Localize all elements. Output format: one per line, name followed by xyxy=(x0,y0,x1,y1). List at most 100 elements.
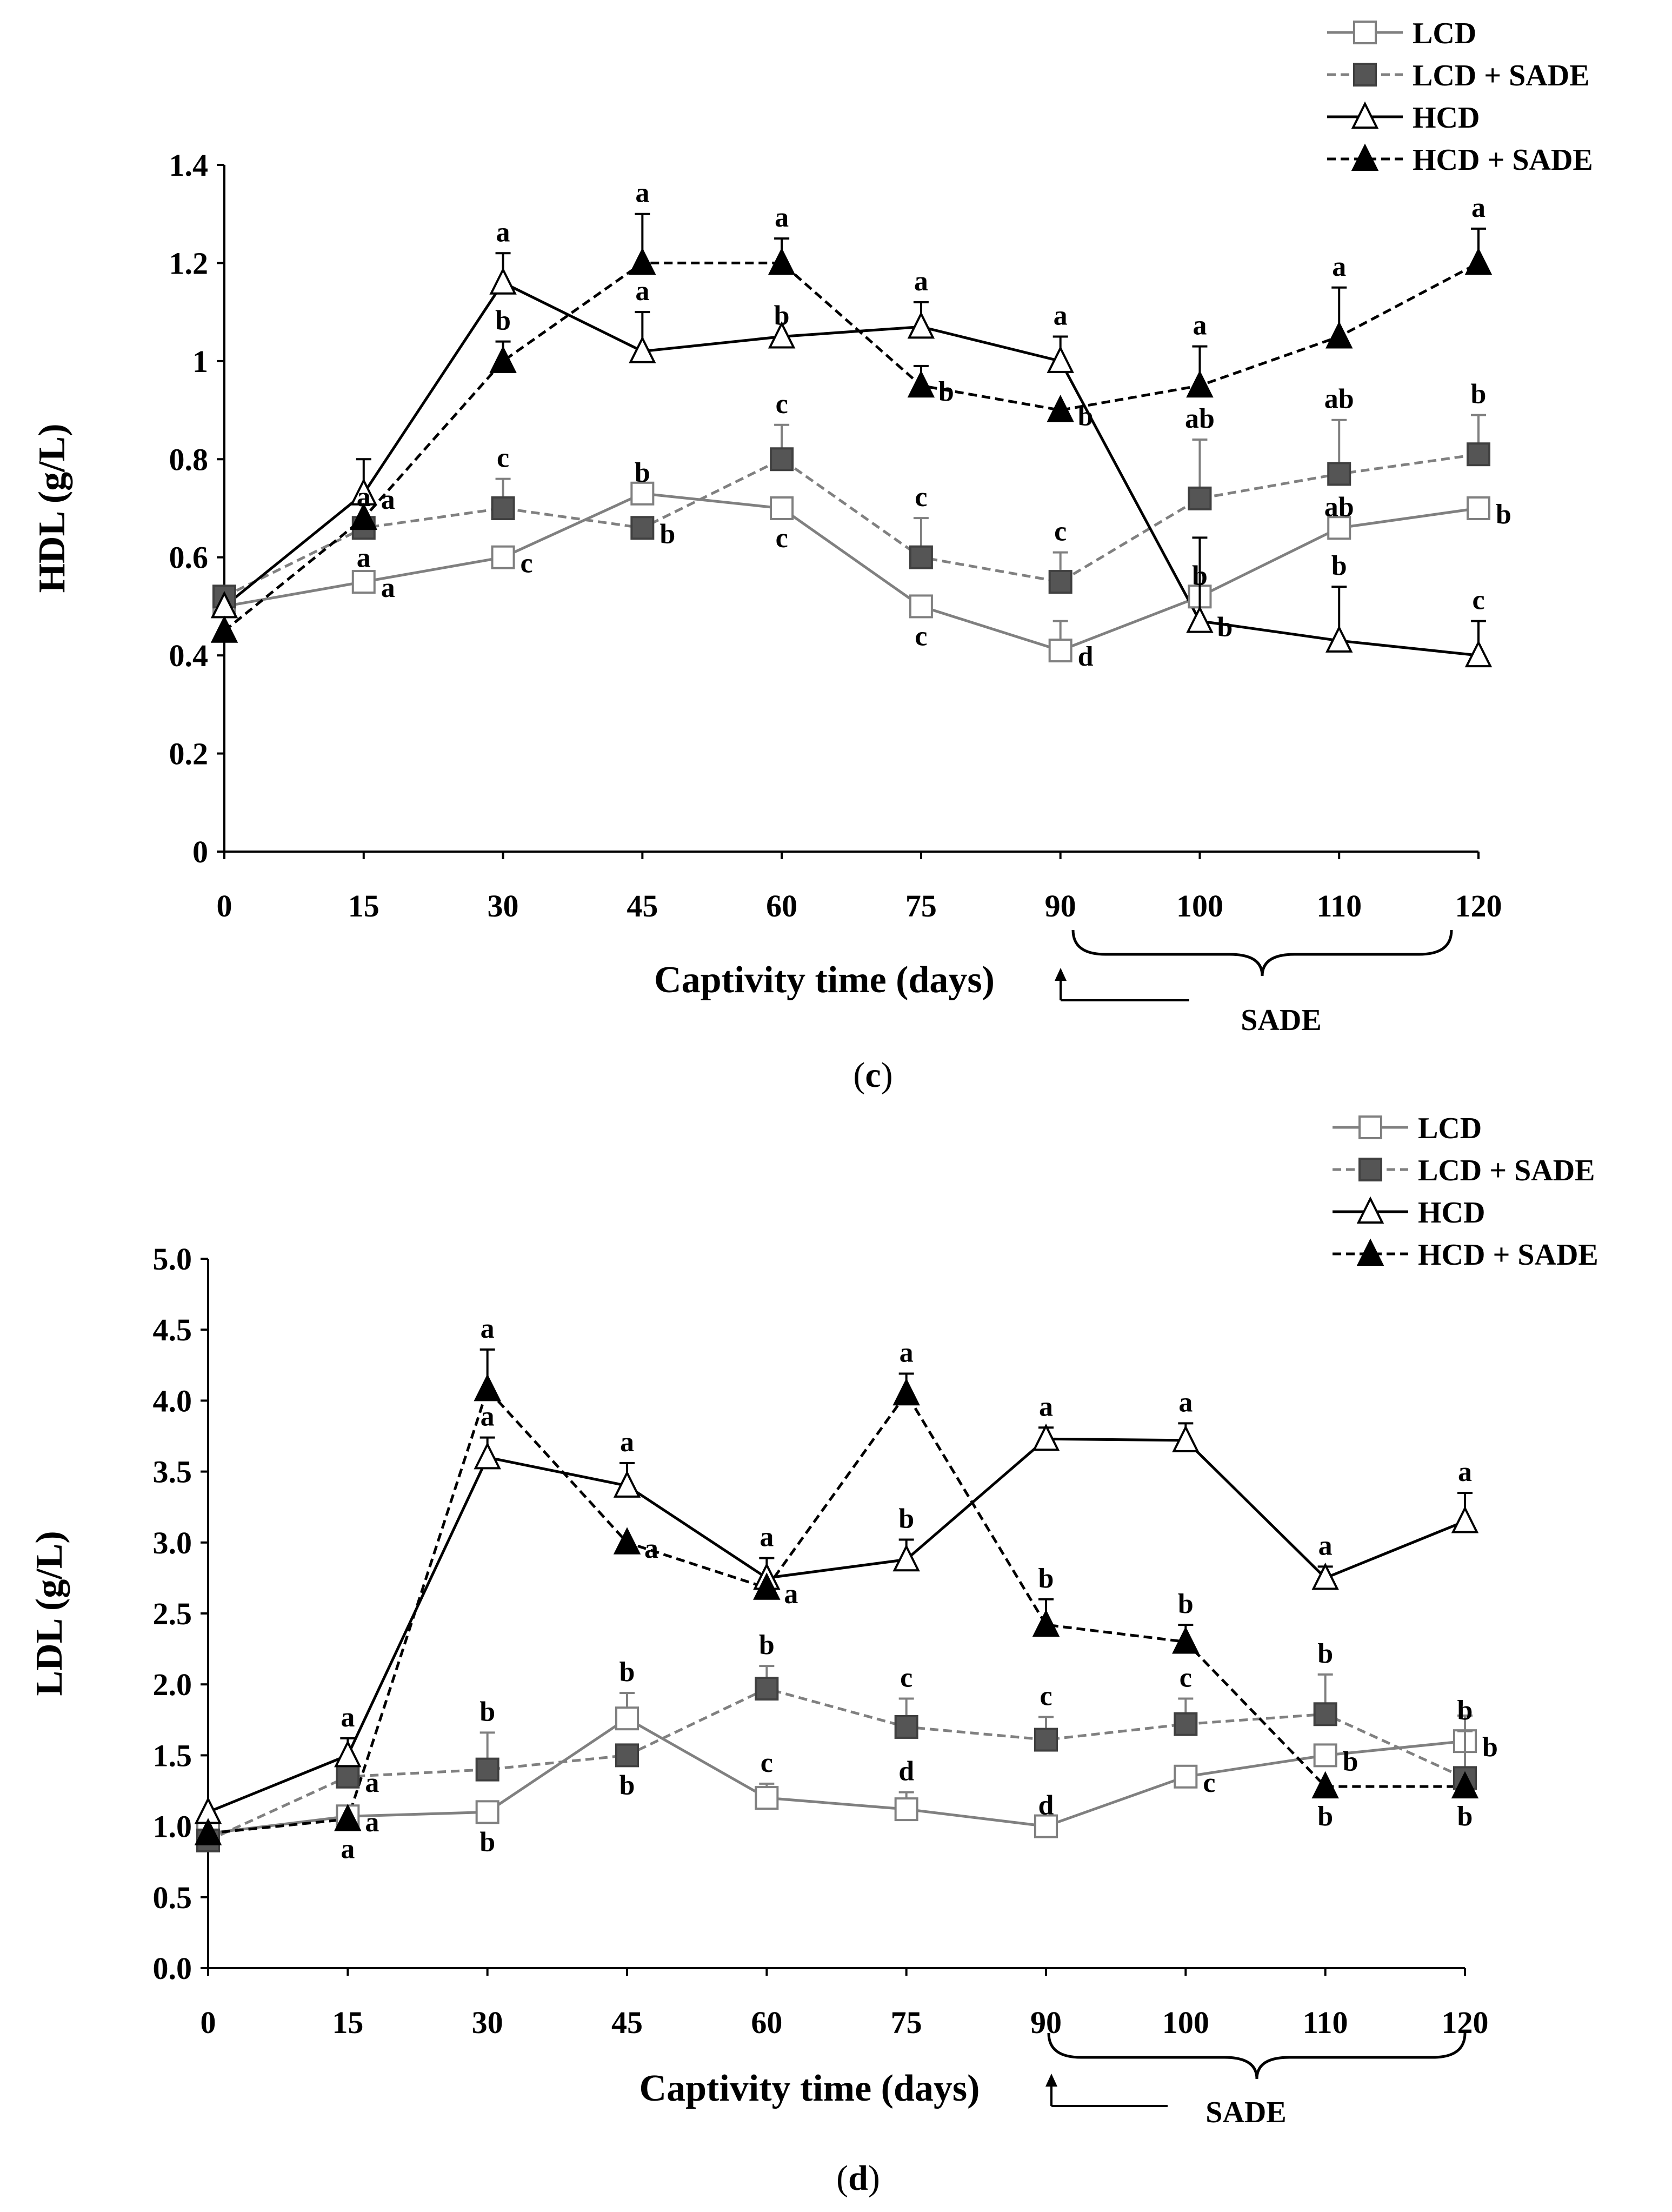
x-tick-label: 75 xyxy=(905,888,937,924)
x-tick-label: 60 xyxy=(751,2005,782,2040)
y-tick-label: 5.0 xyxy=(153,1241,192,1277)
significance-letter: b xyxy=(1178,1589,1194,1619)
x-tick-label: 90 xyxy=(1030,2005,1062,2040)
legend-marker xyxy=(1358,1158,1382,1181)
data-point-lcd-sade xyxy=(894,1715,918,1739)
caption-letter: c xyxy=(865,1055,881,1095)
sade-arrow-line xyxy=(1060,978,1189,1001)
data-point-lcd xyxy=(630,481,655,506)
significance-letter: c xyxy=(521,548,533,579)
significance-letter: a xyxy=(1193,310,1207,341)
x-tick-label: 30 xyxy=(472,2005,503,2040)
data-point-lcd-sade xyxy=(755,1677,779,1701)
caption-close: ) xyxy=(881,1055,893,1095)
sade-brace xyxy=(1047,2032,1467,2080)
y-tick-label: 1 xyxy=(192,344,208,379)
data-point-hcd xyxy=(1186,606,1214,633)
y-tick-label: 1.0 xyxy=(153,1809,192,1844)
data-point-lcd xyxy=(1034,1814,1058,1838)
significance-letter: a xyxy=(620,1427,634,1458)
panel-caption: (c) xyxy=(853,1055,892,1095)
data-point-hcd xyxy=(1464,640,1493,668)
significance-letter: b xyxy=(898,1504,914,1535)
significance-letter: c xyxy=(1040,1681,1052,1712)
significance-letter: b xyxy=(635,457,650,488)
y-tick-label: 0.0 xyxy=(153,1951,192,1986)
data-point-hcd xyxy=(1032,1423,1060,1451)
y-tick-label: 0.2 xyxy=(169,736,209,772)
significance-letter: a xyxy=(357,542,371,573)
data-point-hcd xyxy=(1172,1425,1200,1452)
significance-letter: b xyxy=(1496,499,1511,530)
data-point-lcd xyxy=(1327,516,1351,540)
significance-letter: a xyxy=(1458,1457,1472,1487)
sade-arrow-head xyxy=(1045,2074,1057,2087)
sade-arrow-head xyxy=(1055,968,1067,981)
x-tick-label: 110 xyxy=(1303,2005,1348,2040)
data-point-lcd-sade xyxy=(491,496,515,520)
significance-letter: a xyxy=(381,484,395,515)
significance-letter: a xyxy=(1332,251,1346,282)
significance-letter: b xyxy=(1217,612,1233,643)
data-point-lcd xyxy=(909,594,933,619)
significance-letter: a xyxy=(914,266,928,297)
data-point-lcd xyxy=(615,1706,639,1731)
y-tick-label: 0.4 xyxy=(169,638,209,673)
y-tick-label: 1.5 xyxy=(153,1738,192,1773)
data-point-hcd-sade xyxy=(1451,1771,1479,1799)
y-tick-label: 0.5 xyxy=(153,1880,192,1915)
significance-letter: a xyxy=(784,1579,798,1610)
significance-letter: c xyxy=(900,1662,912,1693)
caption-open: ( xyxy=(836,2158,848,2198)
sade-arrow-line xyxy=(1050,2083,1168,2107)
series-line-hcd-sade xyxy=(223,261,1480,632)
data-point-lcd-sade xyxy=(630,516,655,540)
legend-label: LCD + SADE xyxy=(1413,59,1590,92)
sade-annotation: SADE xyxy=(1205,2096,1286,2129)
series-line-hcd xyxy=(208,1437,1466,1814)
x-tick-label: 120 xyxy=(1455,888,1502,924)
caption-letter: d xyxy=(848,2158,868,2198)
data-point-hcd-sade xyxy=(334,1804,362,1831)
significance-letter: c xyxy=(776,523,788,554)
significance-letter: a xyxy=(341,1702,355,1733)
data-point-lcd xyxy=(755,1786,779,1810)
significance-letter: b xyxy=(1317,1801,1333,1832)
legend-label: LCD xyxy=(1418,1112,1482,1145)
data-point-hcd-sade xyxy=(1325,321,1353,349)
significance-letter: a xyxy=(481,1401,495,1432)
significance-letter: a xyxy=(1178,1387,1193,1418)
legend-marker xyxy=(1351,143,1379,171)
significance-letter: a xyxy=(1039,1391,1053,1422)
significance-letter: c xyxy=(1054,516,1067,547)
data-point-hcd-sade xyxy=(753,1572,781,1600)
y-tick-label: 0.8 xyxy=(169,442,209,477)
legend-marker xyxy=(1353,63,1377,87)
y-tick-label: 3.0 xyxy=(153,1525,192,1560)
data-point-lcd xyxy=(1048,639,1073,663)
data-point-hcd-sade xyxy=(629,247,656,275)
significance-letter: b xyxy=(1331,550,1347,581)
data-point-lcd xyxy=(1174,1764,1198,1789)
data-point-hcd-sade xyxy=(1311,1771,1339,1799)
significance-letter: b xyxy=(1038,1563,1054,1594)
significance-letter: a xyxy=(775,202,789,233)
legend-label: HCD xyxy=(1413,101,1480,135)
significance-letter: ab xyxy=(1185,403,1215,434)
x-tick-label: 100 xyxy=(1162,2005,1209,2040)
y-axis-label: LDL (g/L) xyxy=(29,1531,70,1696)
hdl-chart: 0 0.2 0.4 0.6 0.8 1 1.2 1.4 0 15 30 45 60 75 90 100 110 1… xyxy=(31,17,1593,1095)
legend-label: HCD + SADE xyxy=(1413,143,1593,177)
x-tick-label: 45 xyxy=(611,2005,643,2040)
data-point-hcd xyxy=(1451,1505,1479,1533)
legend-marker xyxy=(1356,1196,1384,1224)
legend-marker xyxy=(1356,1238,1384,1266)
data-point-lcd-sade xyxy=(1048,570,1073,594)
y-tick-label: 0.6 xyxy=(169,540,209,575)
x-tick-label: 75 xyxy=(891,2005,922,2040)
data-point-hcd xyxy=(768,321,796,349)
data-point-lcd-sade xyxy=(770,447,794,471)
significance-letter: c xyxy=(1203,1768,1215,1798)
data-point-lcd-sade xyxy=(615,1743,639,1768)
legend-marker xyxy=(1358,1115,1382,1139)
